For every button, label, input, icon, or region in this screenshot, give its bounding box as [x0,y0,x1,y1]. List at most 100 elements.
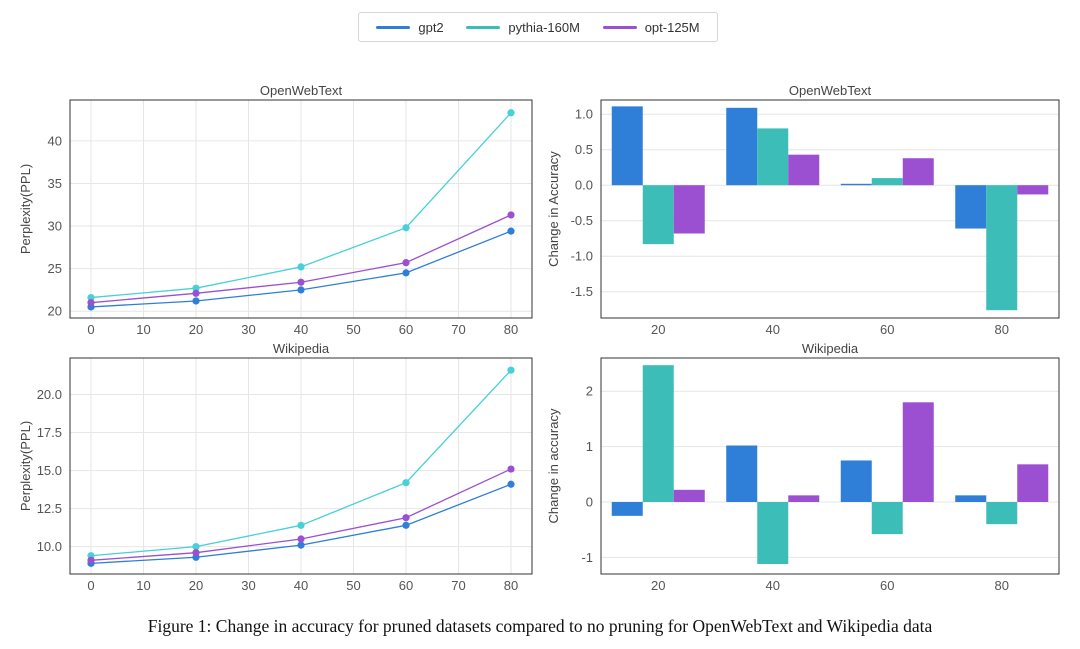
x-tick-label: 0 [87,578,94,593]
point-pythia [402,224,410,232]
y-tick-label: 0.5 [575,142,593,157]
x-tick-label: 20 [651,578,665,593]
y-tick-label: 0 [586,495,593,510]
bar-gpt2 [611,502,643,516]
y-tick-label: 1 [586,439,593,454]
x-tick-label: 80 [995,578,1009,593]
x-tick-label: 60 [399,578,413,593]
y-axis-label: Change in Accuracy [546,151,561,267]
bar-pythia [642,185,674,245]
legend: gpt2 pythia-160M opt-125M [358,12,718,42]
point-pythia [402,479,410,487]
point-pythia [297,521,305,529]
y-axis-label: Change in accuracy [546,408,561,523]
point-opt [402,259,410,267]
plot-frame [600,99,1060,319]
point-gpt2 [507,227,515,235]
legend-label-opt: opt-125M [644,19,700,35]
x-tick-label: 20 [651,322,665,337]
bar-gpt2 [955,185,987,229]
x-tick-label: 60 [880,578,894,593]
y-tick-label: 2 [586,384,593,399]
panel-accuracy-openwebtext: -1.5 -1.0 -0.5 0.0 0.5 1.0 20 40 60 80 OpenWebText… [546,83,1060,337]
plot-frame [600,357,1060,575]
x-tick-label: 70 [451,322,465,337]
y-tick-label: 20.0 [37,387,62,402]
x-tick-label: 20 [189,578,203,593]
y-tick-label: 12.5 [37,501,62,516]
point-opt [507,211,515,219]
bar-gpt2 [955,495,987,502]
bar-opt [902,158,934,186]
figure-caption: Figure 1: Change in accuracy for pruned … [147,616,933,636]
y-tick-label: -1.0 [571,249,593,264]
plot-area [601,358,1059,574]
x-tick-label: 40 [294,322,308,337]
x-tick-label: 40 [294,578,308,593]
chart-title: Wikipedia [273,341,330,356]
x-tick-label: 50 [346,578,360,593]
x-tick-label: 10 [136,578,150,593]
legend-swatch-gpt2 [376,25,411,29]
bar-pythia [757,128,789,186]
bar-opt [673,185,705,234]
plot-frame [69,99,533,319]
legend-label-gpt2: gpt2 [418,19,444,35]
x-tick-label: 70 [451,578,465,593]
point-pythia [192,543,200,551]
y-axis-label: Perplexity(PPL) [18,164,33,254]
point-pythia [297,263,305,271]
point-opt [402,514,410,522]
legend-label-pythia: pythia-160M [508,19,580,35]
y-tick-label: 0.0 [575,178,593,193]
point-opt [192,549,200,557]
y-tick-label: -0.5 [571,213,593,228]
y-tick-label: 35 [48,176,62,191]
bar-pythia [871,502,903,535]
point-pythia [87,293,95,302]
x-tick-label: 60 [399,322,413,337]
y-tick-label: 40 [48,133,62,148]
bar-pythia [642,365,674,502]
chart-title: OpenWebText [789,83,872,98]
x-tick-label: 30 [241,322,255,337]
bar-pythia [757,502,789,565]
x-tick-label: 50 [346,322,360,337]
y-tick-label: 15.0 [37,463,62,478]
y-tick-label: 17.5 [37,425,62,440]
y-tick-label: 25 [48,261,62,276]
bar-gpt2 [726,107,758,186]
bar-pythia [986,502,1018,525]
point-opt [297,535,305,543]
bar-pythia [986,185,1018,311]
x-tick-label: 80 [995,322,1009,337]
bar-gpt2 [840,183,872,186]
chart-title: OpenWebText [260,83,343,98]
bar-gpt2 [840,460,872,502]
y-tick-label: 20 [48,304,62,319]
bar-opt [788,154,820,186]
x-tick-label: 40 [766,578,780,593]
x-tick-label: 0 [87,322,94,337]
y-tick-label: -1 [581,550,593,565]
point-gpt2 [297,541,305,549]
point-pythia [507,109,515,117]
point-gpt2 [192,297,200,305]
point-opt [87,299,95,307]
point-opt [87,556,95,564]
bar-pythia [871,178,903,186]
x-tick-label: 80 [504,322,518,337]
point-opt [192,289,200,297]
point-gpt2 [297,286,305,294]
chart-title: Wikipedia [802,341,859,356]
x-tick-label: 60 [880,322,894,337]
y-tick-label: 10.0 [37,539,62,554]
legend-item-pythia: pythia-160M [466,20,580,35]
bar-opt [902,402,934,502]
panel-ppl-wikipedia: 10.0 12.5 15.0 17.5 20.0 0 10 20 30 40 50 60 70 80 Wik… [18,341,533,593]
legend-item-opt: opt-125M [602,19,700,35]
x-tick-label: 80 [504,578,518,593]
point-pythia [507,366,515,374]
legend-swatch-pythia [466,25,501,29]
